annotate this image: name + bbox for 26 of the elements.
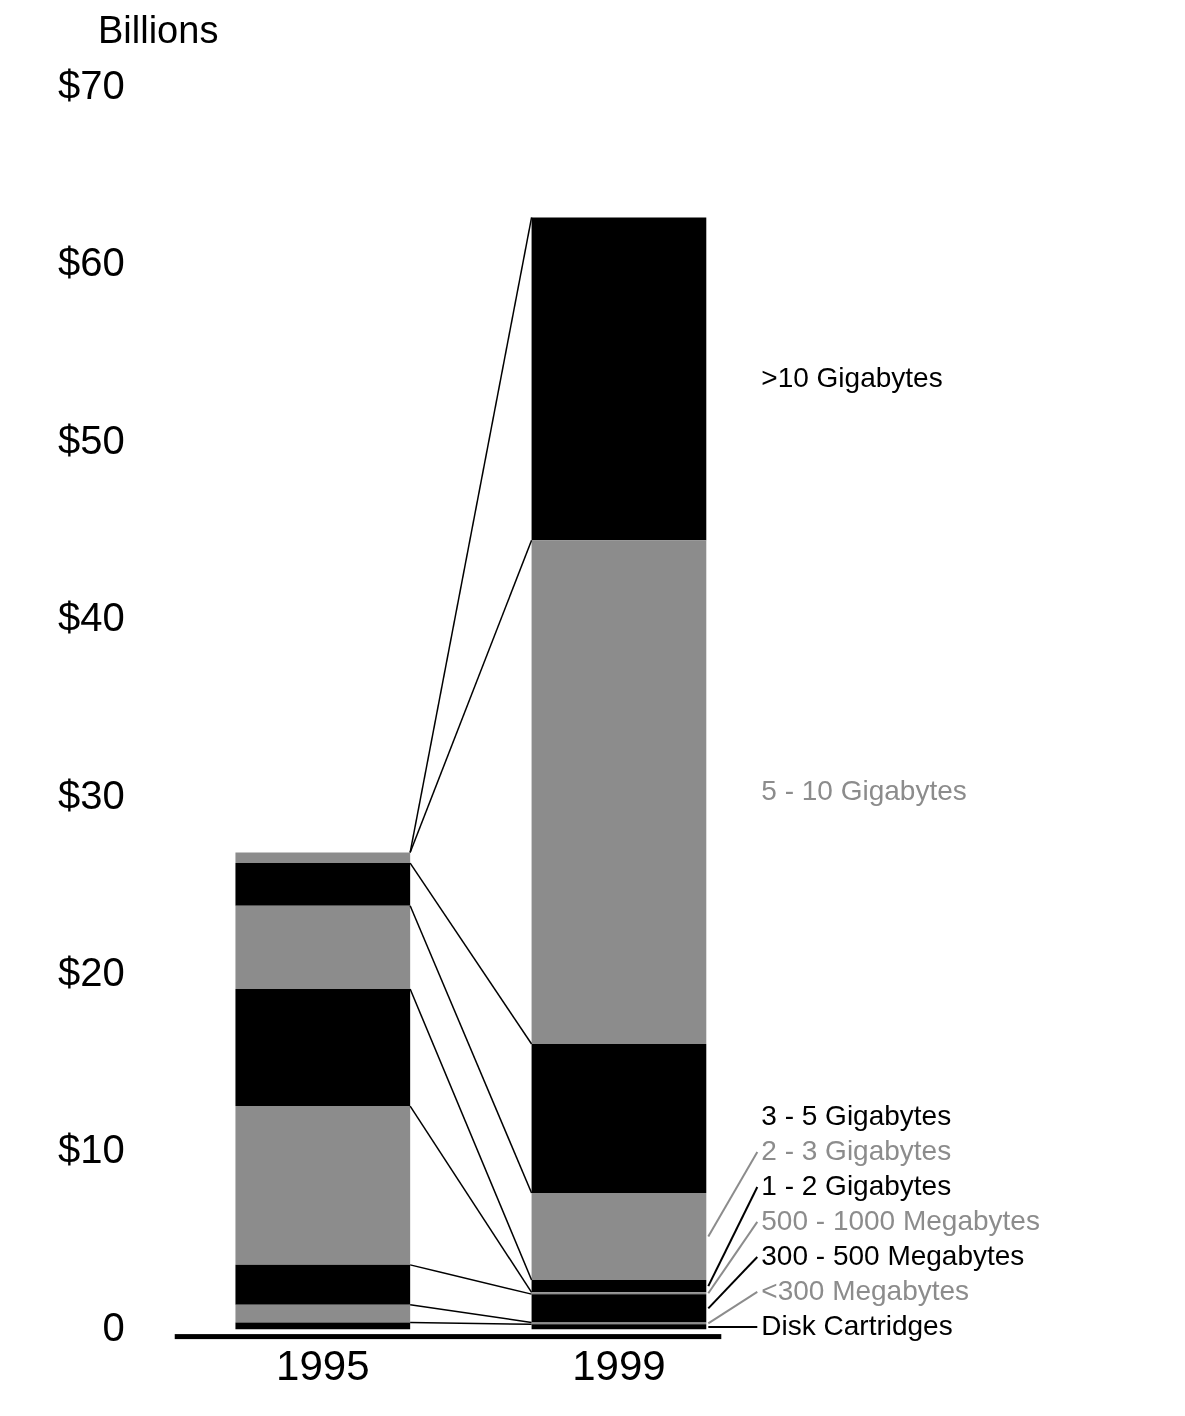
bar xyxy=(235,1106,411,1265)
bar xyxy=(235,1304,411,1323)
y-tick-label: $10 xyxy=(57,1127,125,1172)
y-tick-label: $20 xyxy=(57,949,125,994)
y-tick-label: $60 xyxy=(57,240,125,285)
series-label: >10 Gigabytes xyxy=(761,361,943,393)
text: 1 - 2 Gigabytes xyxy=(761,1169,952,1201)
y-tick-label: $40 xyxy=(57,595,125,640)
y-axis-title: Billions xyxy=(98,9,219,52)
bar xyxy=(531,540,707,1045)
x-tick-label: 1999 xyxy=(572,1342,666,1390)
series-label: 3 - 5 Gigabytes xyxy=(761,1099,952,1131)
series-label: 5 - 10 Gigabytes xyxy=(761,774,967,806)
legend-label: <300 Megabytes xyxy=(761,1274,970,1306)
text: 2 - 3 Gigabytes xyxy=(761,1134,952,1166)
y-tick-label: $50 xyxy=(57,417,125,462)
x-tick-label: 1995 xyxy=(276,1342,370,1390)
bar xyxy=(531,1193,707,1280)
bar xyxy=(235,905,411,990)
bar xyxy=(235,852,411,864)
y-tick-label: $30 xyxy=(57,772,125,817)
text: 500 - 1000 Megabytes xyxy=(761,1204,1040,1236)
y-tick-label: 0 xyxy=(102,1304,125,1349)
text: 300 - 500 Megabytes xyxy=(761,1239,1025,1271)
legend-label: Disk Cartridges xyxy=(761,1309,953,1341)
y-tick-label: $70 xyxy=(57,63,125,108)
